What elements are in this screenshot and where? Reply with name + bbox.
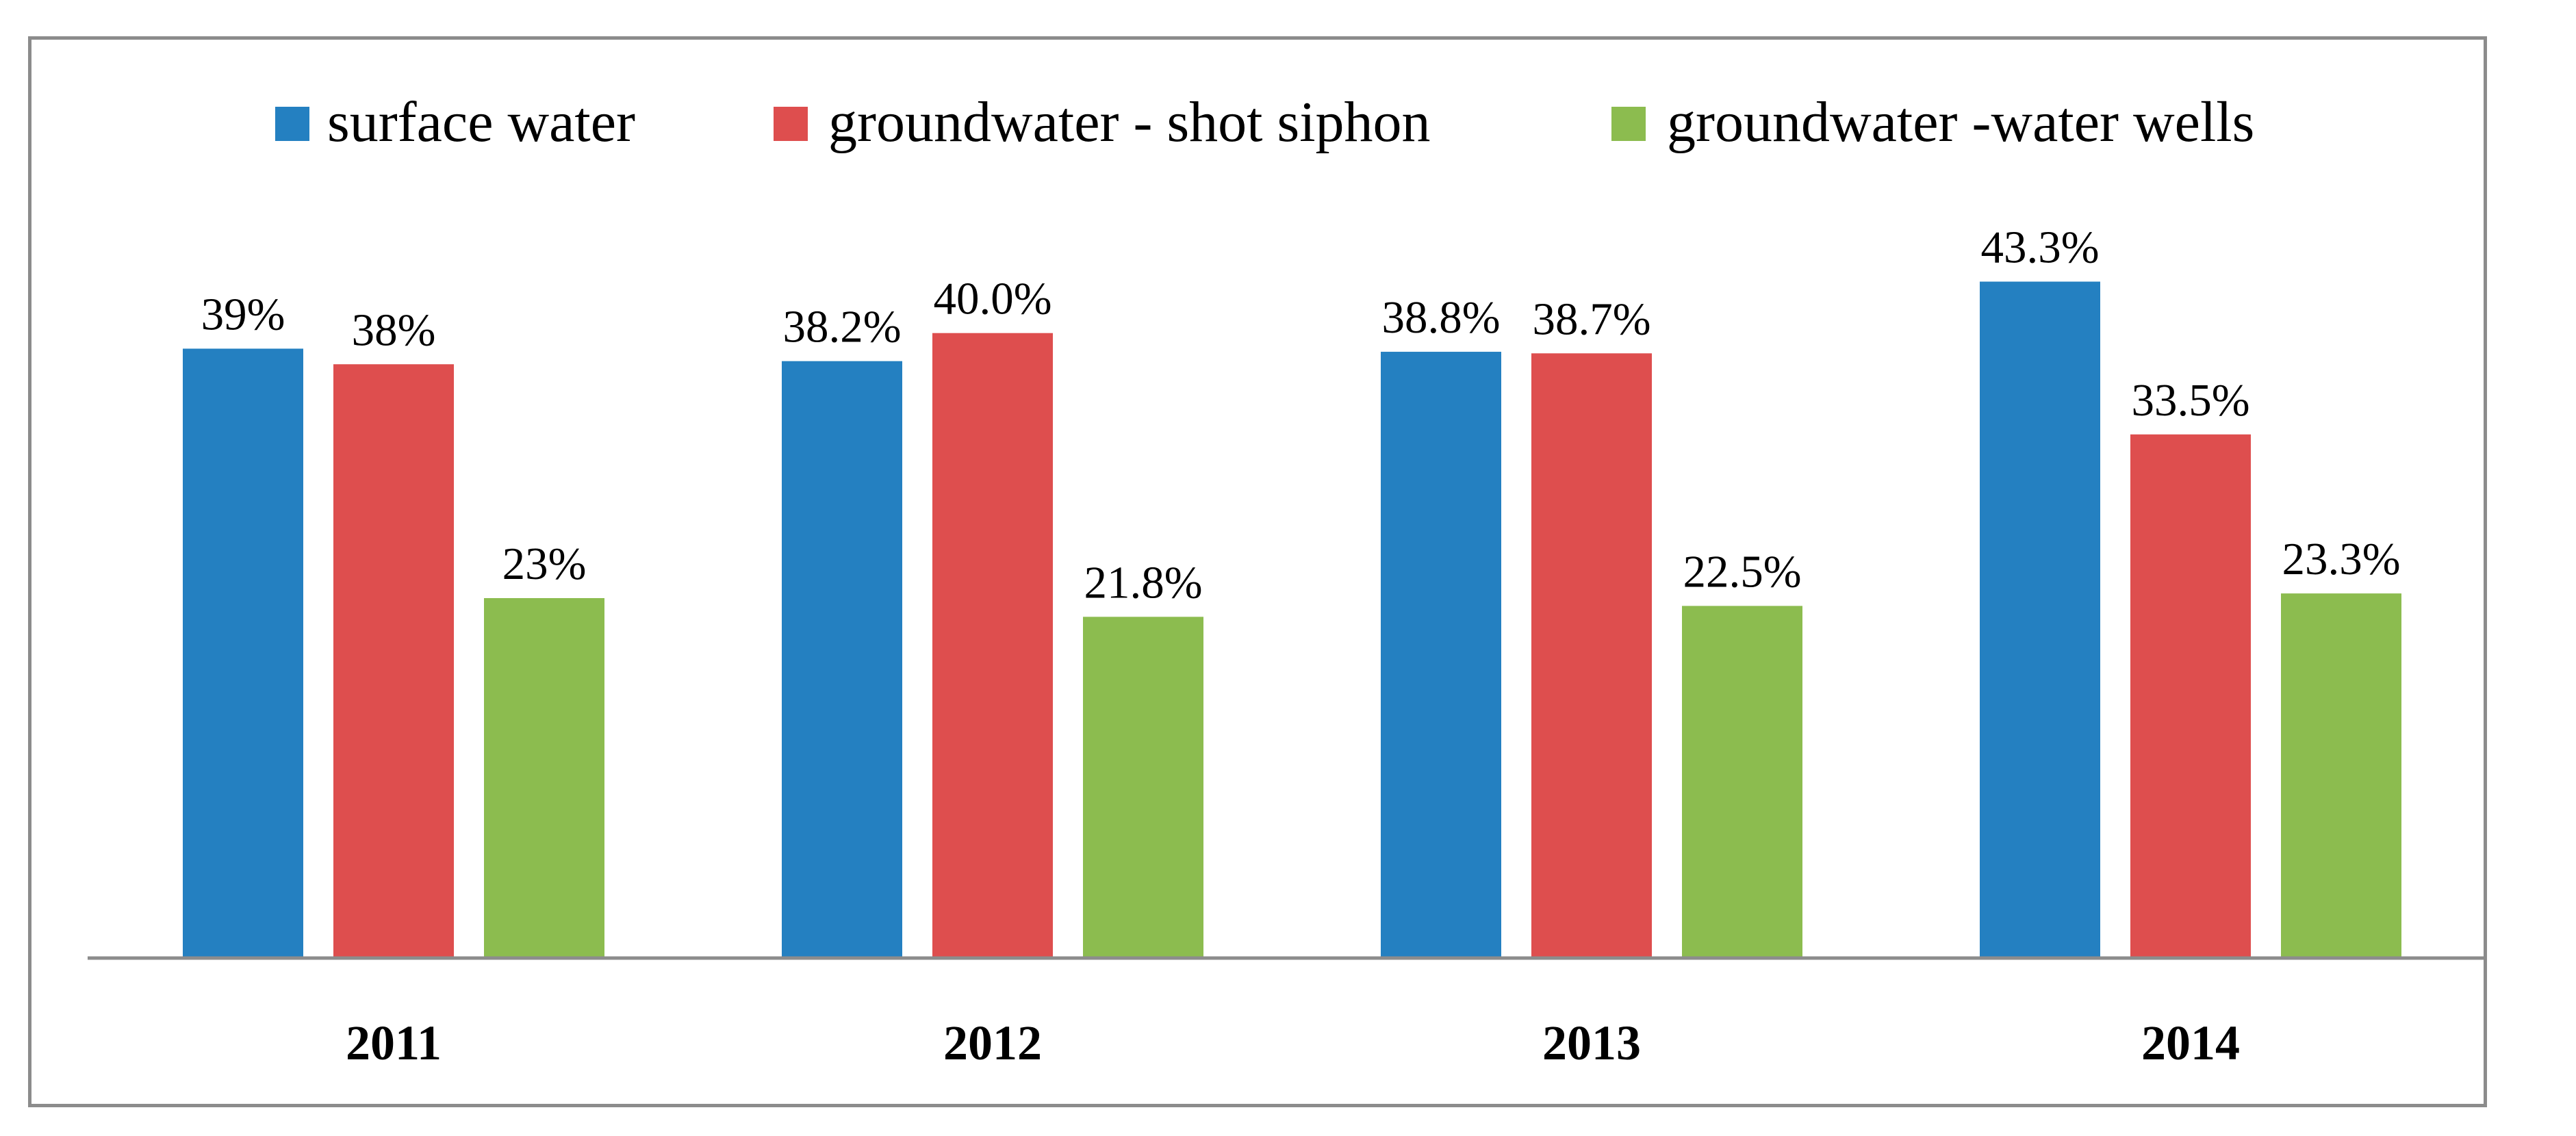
bar-groundwater-shot-siphon-2013 bbox=[1531, 353, 1652, 957]
x-tick-label-2013: 2013 bbox=[1542, 1016, 1641, 1070]
data-label-groundwater-water-wells-2014: 23.3% bbox=[2282, 534, 2400, 584]
x-tick-label-2011: 2011 bbox=[346, 1016, 442, 1070]
data-label-groundwater-water-wells-2012: 21.8% bbox=[1084, 557, 1202, 608]
x-tick-label-2012: 2012 bbox=[943, 1016, 1042, 1070]
x-tick-labels-group: 2011 2012 2013 2014 bbox=[346, 1016, 2240, 1070]
bars-group bbox=[183, 281, 2401, 957]
bar-surface-water-2012 bbox=[782, 361, 902, 957]
legend-label-surface-water: surface water bbox=[327, 90, 635, 154]
data-label-surface-water-2012: 38.2% bbox=[782, 302, 901, 352]
data-label-groundwater-shot-siphon-2012: 40.0% bbox=[933, 274, 1051, 324]
legend-label-groundwater-water-wells: groundwater -water wells bbox=[1667, 90, 2254, 154]
bar-groundwater-shot-siphon-2011 bbox=[333, 364, 454, 957]
legend: surface water groundwater - shot siphon … bbox=[275, 90, 2254, 154]
bar-groundwater-shot-siphon-2014 bbox=[2130, 434, 2251, 957]
bar-groundwater-water-wells-2012 bbox=[1083, 617, 1203, 957]
data-label-groundwater-water-wells-2011: 23% bbox=[502, 539, 587, 589]
bar-groundwater-shot-siphon-2012 bbox=[932, 333, 1053, 957]
data-label-surface-water-2014: 43.3% bbox=[1980, 222, 2099, 273]
legend-label-groundwater-shot-siphon: groundwater - shot siphon bbox=[828, 90, 1431, 154]
data-label-groundwater-shot-siphon-2013: 38.7% bbox=[1532, 294, 1650, 344]
bar-surface-water-2013 bbox=[1381, 352, 1501, 957]
data-labels-group: 39% 38% 23% 38.2% 40.0% 21.8% 38.8% 38.7% 22.5% 4… bbox=[201, 222, 2401, 608]
bar-surface-water-2011 bbox=[183, 348, 303, 957]
legend-swatch-groundwater-shot-siphon bbox=[774, 107, 808, 141]
data-label-groundwater-water-wells-2013: 22.5% bbox=[1683, 546, 1801, 597]
data-label-surface-water-2011: 39% bbox=[201, 289, 285, 339]
legend-swatch-surface-water bbox=[275, 107, 309, 141]
data-label-groundwater-shot-siphon-2014: 33.5% bbox=[2131, 375, 2249, 426]
bar-groundwater-water-wells-2011 bbox=[484, 598, 604, 957]
bar-surface-water-2014 bbox=[1980, 281, 2100, 957]
data-label-groundwater-shot-siphon-2011: 38% bbox=[352, 305, 436, 355]
data-label-surface-water-2013: 38.8% bbox=[1381, 292, 1500, 343]
bar-groundwater-water-wells-2014 bbox=[2281, 593, 2401, 957]
legend-swatch-groundwater-water-wells bbox=[1611, 107, 1646, 141]
bar-groundwater-water-wells-2013 bbox=[1682, 606, 1802, 957]
x-tick-label-2014: 2014 bbox=[2141, 1016, 2240, 1070]
